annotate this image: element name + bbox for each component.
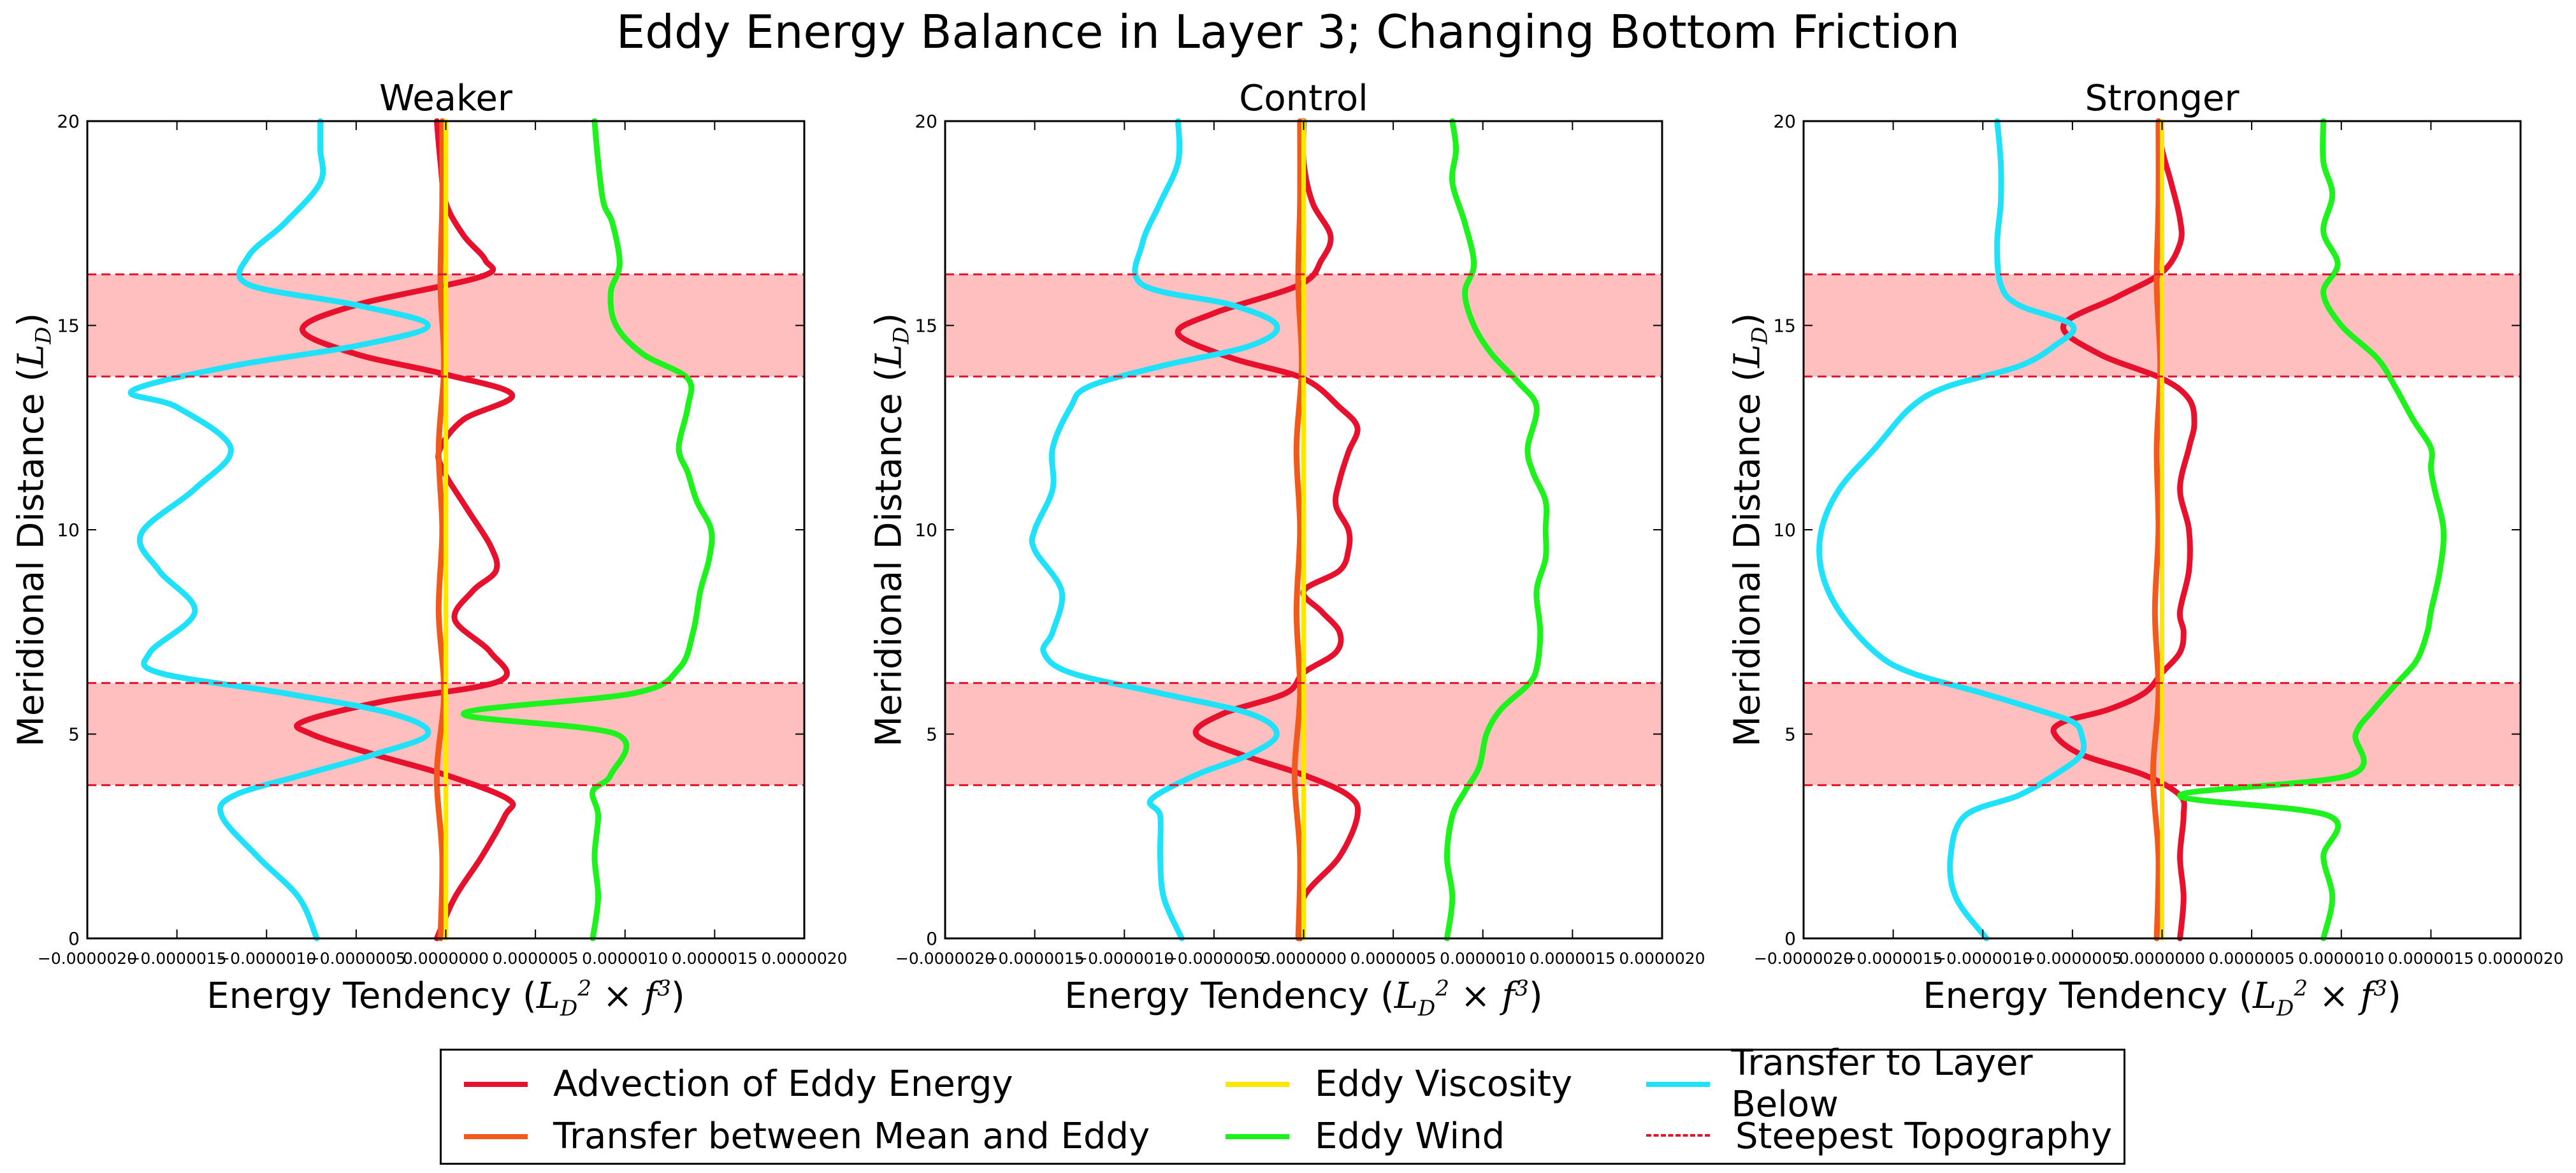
- legend-swatch-steepest-topography: [1646, 1117, 1710, 1155]
- legend-item-transfer-mean-eddy: Transfer between Mean and Eddy: [464, 1115, 1150, 1157]
- y-tick-label: 0: [926, 928, 937, 949]
- y-tick-label: 10: [915, 520, 937, 541]
- series-line-transfer-to-layer-below: [1816, 118, 2087, 942]
- x-axis-label-math: LD2 × f3: [1394, 975, 1529, 1022]
- x-tick-label: −0.0000015: [127, 949, 227, 968]
- y-tick-label: 0: [1784, 928, 1796, 949]
- y-axis-label-math: LD: [867, 326, 914, 368]
- y-tick-label: 5: [926, 724, 937, 745]
- y-tick-label: 5: [1784, 724, 1796, 745]
- x-tick-label: 0.0000020: [761, 949, 847, 968]
- x-tick-label: −0.0000010: [217, 949, 316, 968]
- y-tick-label: 0: [68, 928, 80, 949]
- y-tick-label: 15: [57, 316, 80, 337]
- y-axis-label-text: Meridional Distance (: [10, 368, 52, 747]
- x-axis-label-text: Energy Tendency (: [1064, 975, 1394, 1017]
- panel-title-weaker: Weaker: [379, 78, 512, 119]
- x-tick-label: 0.0000005: [493, 949, 579, 968]
- y-tick-label: 20: [1773, 111, 1796, 132]
- y-tick-label: 20: [57, 111, 80, 132]
- x-tick-label: −0.0000005: [2023, 949, 2122, 968]
- y-tick-label: 15: [915, 316, 937, 337]
- y-axis-label-math: LD: [1726, 326, 1772, 368]
- x-tick-label: 0.0000010: [1440, 949, 1526, 968]
- x-tick-label: 0.0000015: [2388, 949, 2474, 968]
- legend-item-advection: Advection of Eddy Energy: [464, 1063, 1013, 1105]
- series-line-transfer-between-mean-and-eddy: [1291, 118, 1305, 942]
- y-tick-label: 10: [1773, 520, 1796, 541]
- series-line-advection-of-eddy-energy: [1175, 118, 1361, 942]
- plot-area-weaker: −0.0000020−0.0000015−0.0000010−0.0000005…: [38, 111, 848, 968]
- legend-label-transfer-mean-eddy: Transfer between Mean and Eddy: [553, 1115, 1150, 1157]
- x-tick-label: −0.0000005: [307, 949, 406, 968]
- y-axis-label-text: Meridional Distance (: [867, 368, 909, 747]
- series-line-eddy-wind: [461, 118, 715, 942]
- y-tick-label: 10: [57, 520, 80, 541]
- x-axis-label-text: Energy Tendency (: [1923, 975, 2253, 1017]
- x-tick-label: 0.0000000: [2119, 949, 2205, 968]
- legend-swatch-transfer-mean-eddy: [464, 1117, 528, 1155]
- x-tick-label: −0.0000005: [1164, 949, 1264, 968]
- series-line-advection-of-eddy-energy: [2050, 118, 2197, 942]
- legend-item-eddy-wind: Eddy Wind: [1226, 1115, 1505, 1157]
- y-tick-label: 15: [1773, 316, 1796, 337]
- legend-item-transfer-below: Transfer to Layer Below: [1646, 1042, 2124, 1125]
- plot-area-control: −0.0000020−0.0000015−0.0000010−0.0000005…: [895, 111, 1705, 968]
- series-line-transfer-to-layer-below: [127, 118, 431, 942]
- series-line-eddy-wind: [2177, 118, 2447, 942]
- x-tick-label: 0.0000015: [1530, 949, 1616, 968]
- x-tick-label: 0.0000020: [1619, 949, 1705, 968]
- x-tick-label: −0.0000015: [985, 949, 1085, 968]
- y-tick-label: 20: [915, 111, 937, 132]
- y-axis-label: Meridional Distance (LD): [867, 312, 914, 747]
- legend-item-eddy-viscosity: Eddy Viscosity: [1226, 1063, 1573, 1105]
- x-axis-label-math: LD2 × f3: [536, 975, 671, 1022]
- y-axis-label: Meridional Distance (LD): [1726, 312, 1772, 747]
- legend-label-eddy-viscosity: Eddy Viscosity: [1315, 1063, 1573, 1105]
- x-axis-label: Energy Tendency (LD2 × f3): [1064, 975, 1543, 1022]
- x-tick-label: −0.0000015: [1844, 949, 1943, 968]
- x-tick-label: −0.0000020: [1754, 949, 1853, 968]
- legend-item-steepest-topography: Steepest Topography: [1646, 1115, 2113, 1157]
- legend-swatch-eddy-wind: [1226, 1117, 1289, 1155]
- legend-label-eddy-wind: Eddy Wind: [1315, 1115, 1505, 1157]
- x-tick-label: 0.0000015: [672, 949, 758, 968]
- series-line-transfer-between-mean-and-eddy: [2150, 118, 2164, 942]
- x-axis-label-text: Energy Tendency (: [206, 975, 537, 1017]
- x-tick-label: 0.0000005: [2209, 949, 2295, 968]
- series-line-eddy-wind: [1444, 118, 1550, 942]
- x-tick-label: 0.0000000: [403, 949, 489, 968]
- figure-title: Eddy Energy Balance in Layer 3; Changing…: [616, 5, 1960, 59]
- x-axis-label: Energy Tendency (LD2 × f3): [206, 975, 685, 1022]
- series-line-transfer-to-layer-below: [1029, 118, 1280, 942]
- series-line-advection-of-eddy-energy: [294, 118, 516, 942]
- x-tick-label: −0.0000020: [895, 949, 995, 968]
- legend: Advection of Eddy Energy Transfer betwee…: [440, 1042, 2125, 1165]
- y-axis-label-text: Meridional Distance (: [1726, 368, 1768, 747]
- legend-swatch-advection: [464, 1065, 528, 1103]
- series-line-transfer-between-mean-and-eddy: [433, 118, 447, 942]
- legend-swatch-eddy-viscosity: [1226, 1065, 1289, 1103]
- y-tick-label: 5: [68, 724, 80, 745]
- x-axis-label: Energy Tendency (LD2 × f3): [1923, 975, 2401, 1022]
- legend-label-steepest-topography: Steepest Topography: [1735, 1115, 2113, 1157]
- y-axis-label: Meridional Distance (LD): [10, 312, 56, 747]
- x-tick-label: 0.0000005: [1350, 949, 1436, 968]
- panel-title-stronger: Stronger: [2085, 78, 2240, 119]
- x-tick-label: 0.0000000: [1261, 949, 1347, 968]
- x-tick-label: 0.0000020: [2477, 949, 2563, 968]
- x-axis-label-math: LD2 × f3: [2252, 975, 2387, 1022]
- panel-title-control: Control: [1239, 78, 1368, 119]
- x-tick-label: 0.0000010: [2298, 949, 2384, 968]
- plot-area-stronger: −0.0000020−0.0000015−0.0000010−0.0000005…: [1754, 111, 2564, 968]
- legend-label-advection: Advection of Eddy Energy: [553, 1063, 1013, 1105]
- x-tick-label: −0.0000020: [38, 949, 137, 968]
- x-tick-label: −0.0000010: [1933, 949, 2032, 968]
- x-tick-label: 0.0000010: [582, 949, 668, 968]
- legend-label-transfer-below: Transfer to Layer Below: [1731, 1042, 2033, 1125]
- x-tick-label: −0.0000010: [1075, 949, 1174, 968]
- legend-swatch-transfer-below: [1646, 1065, 1710, 1103]
- y-axis-label-math: LD: [10, 326, 56, 368]
